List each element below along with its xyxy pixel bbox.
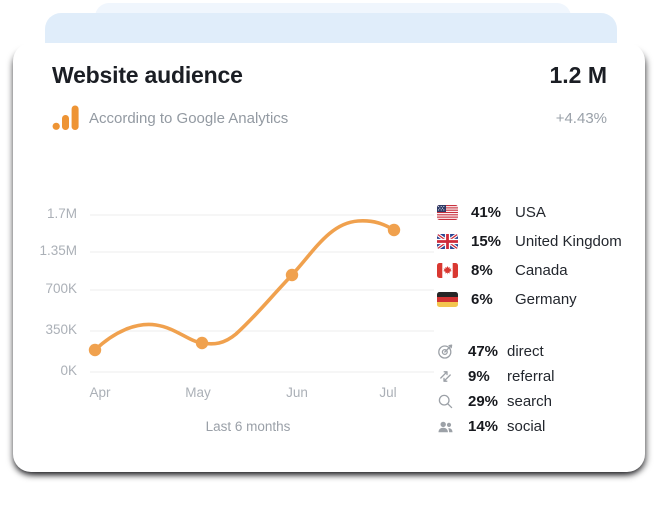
- source-name: referral: [507, 368, 555, 385]
- y-tick-label: 1.35M: [39, 243, 77, 258]
- audience-line-chart: [88, 214, 434, 373]
- country-row-germany: 6% Germany: [437, 285, 622, 314]
- chart-gridlines: [90, 214, 434, 373]
- uk-flag-icon: [437, 234, 458, 249]
- source-percent: 9%: [468, 368, 490, 385]
- germany-flag-icon: [437, 292, 458, 307]
- target-icon: [438, 344, 453, 359]
- country-percent: 15%: [471, 233, 502, 250]
- source-percent: 29%: [468, 393, 499, 410]
- source-row-search: 29% search: [437, 389, 555, 414]
- growth-percentage: +4.43%: [555, 110, 607, 127]
- traffic-sources-list: 47% direct 9% referral 29% search: [437, 339, 555, 439]
- country-name: Canada: [515, 262, 568, 279]
- country-row-canada: 8% Canada: [437, 256, 622, 285]
- website-audience-card: Website audience 1.2 M According to Goog…: [13, 43, 645, 472]
- chart-caption: Last 6 months: [205, 419, 291, 434]
- x-tick-label: May: [185, 385, 211, 400]
- people-icon: [438, 421, 453, 433]
- total-audience-value: 1.2 M: [549, 62, 607, 88]
- country-percent: 41%: [471, 204, 502, 221]
- data-points: [88, 223, 401, 357]
- referral-arrows-icon: [440, 371, 451, 382]
- google-analytics-icon: [52, 105, 79, 130]
- data-point-jul[interactable]: [387, 223, 401, 237]
- y-tick-label: 0K: [60, 363, 77, 378]
- country-row-usa: 41% USA: [437, 198, 622, 227]
- country-percent: 8%: [471, 262, 493, 279]
- source-name: social: [507, 418, 546, 435]
- country-name: USA: [515, 204, 546, 221]
- y-tick-label: 1.7M: [46, 206, 77, 221]
- source-percent: 14%: [468, 418, 499, 435]
- source-row-referral: 9% referral: [437, 364, 555, 389]
- data-point-apr[interactable]: [88, 343, 102, 357]
- source-row-social: 14% social: [437, 414, 555, 439]
- data-source-label: According to Google Analytics: [89, 110, 289, 127]
- source-row-direct: 47% direct: [437, 339, 555, 364]
- source-name: search: [507, 393, 553, 410]
- source-percent: 47%: [468, 343, 499, 360]
- country-percent: 6%: [471, 291, 493, 308]
- x-tick-label: Jul: [379, 385, 397, 400]
- y-tick-label: 350K: [45, 322, 77, 337]
- y-tick-label: 700K: [45, 281, 77, 296]
- canada-flag-icon: [437, 263, 458, 278]
- country-name: United Kingdom: [515, 233, 622, 250]
- data-point-may[interactable]: [195, 336, 209, 350]
- search-icon: [438, 394, 453, 409]
- data-point-jun[interactable]: [285, 268, 299, 282]
- source-name: direct: [507, 343, 544, 360]
- x-tick-label: Jun: [286, 385, 308, 400]
- country-row-uk: 15% United Kingdom: [437, 227, 622, 256]
- audience-trend-line: [93, 219, 396, 352]
- x-tick-label: Apr: [89, 385, 111, 400]
- countries-list: 41% USA 15% United Kingdom: [437, 198, 622, 314]
- page-title: Website audience: [52, 62, 243, 88]
- country-name: Germany: [515, 291, 577, 308]
- usa-flag-icon: [437, 205, 458, 220]
